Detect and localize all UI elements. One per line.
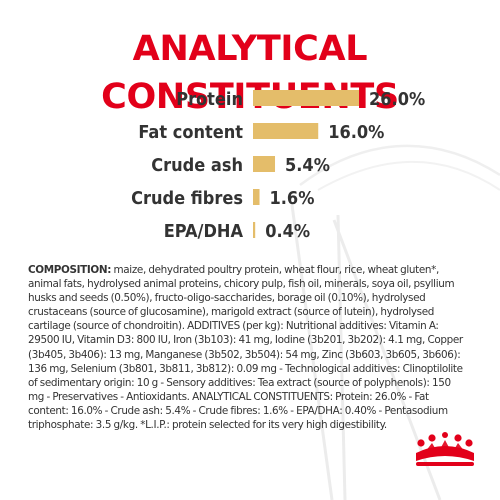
value-label: 26.0%	[369, 89, 425, 110]
bar	[253, 189, 260, 205]
category-label: EPA/DHA	[164, 221, 244, 242]
composition-text: COMPOSITION: maize, dehydrated poultry p…	[28, 263, 468, 432]
bar	[253, 156, 276, 172]
composition-heading: COMPOSITION:	[28, 264, 112, 276]
category-label: Fat content	[138, 122, 243, 143]
bar	[253, 123, 319, 139]
page-title: ANALYTICAL CONSTITUENTS	[101, 29, 399, 117]
category-label: Crude fibres	[131, 188, 243, 209]
category-label: Crude ash	[151, 155, 243, 176]
category-label: Protein	[176, 89, 243, 110]
composition-body: maize, dehydrated poultry protein, wheat…	[28, 264, 463, 432]
bar	[253, 222, 256, 238]
value-label: 1.6%	[270, 188, 315, 209]
value-label: 0.4%	[265, 221, 310, 242]
bar	[253, 90, 359, 106]
value-label: 5.4%	[285, 155, 330, 176]
constituents-chart: Protein 26.0% Fat content 16.0% Crude ash 5.4…	[131, 89, 425, 242]
royal-crown-icon	[416, 432, 474, 466]
value-label: 16.0%	[328, 122, 384, 143]
